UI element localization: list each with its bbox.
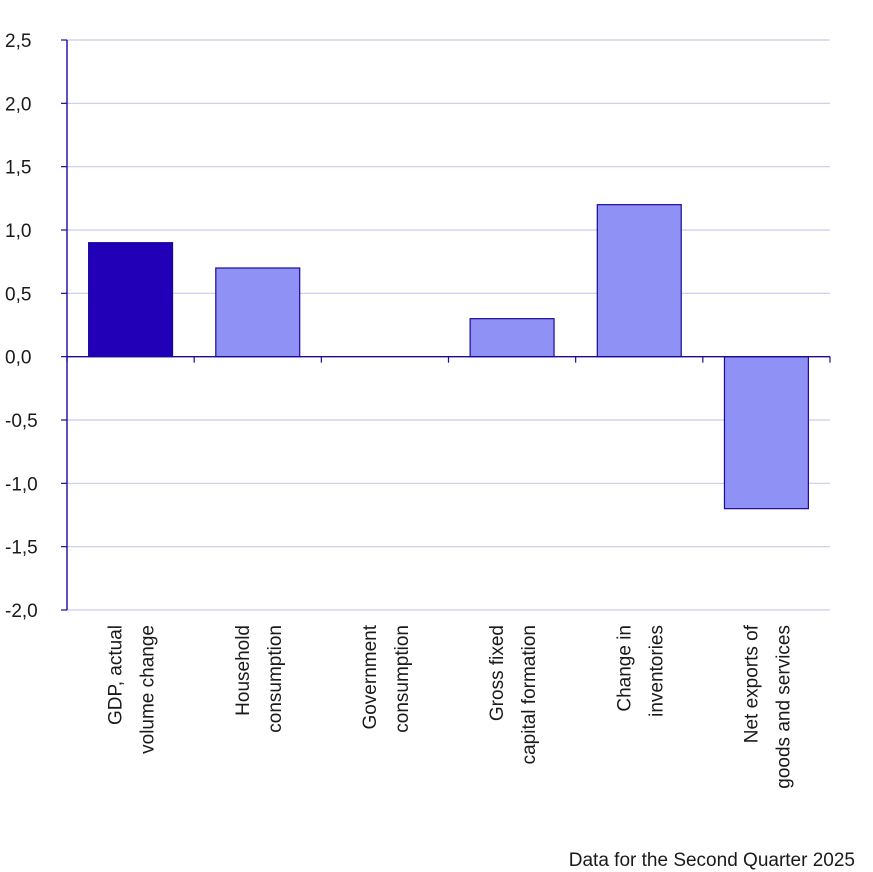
y-tick-label: 2,0 <box>5 94 31 115</box>
x-category-label: Government consumption <box>360 624 413 732</box>
x-category-label-line: Net exports of <box>741 624 762 743</box>
bar <box>723 356 809 510</box>
bar <box>88 242 174 358</box>
x-category-label: GDP, actual volume change <box>106 625 159 754</box>
bar <box>596 204 682 358</box>
x-category-label: Net exports of goods and services <box>741 624 794 788</box>
y-tick-label: -0,5 <box>5 411 38 432</box>
y-tick-label: 2,5 <box>5 31 31 52</box>
y-tick-label: 0,5 <box>5 284 31 305</box>
x-category-label: Gross fixed capital formation <box>487 625 540 764</box>
x-category-label-line: consumption <box>265 625 286 733</box>
y-tick-label: -2,0 <box>5 601 38 622</box>
x-category-label: Household consumption <box>233 625 286 733</box>
y-tick-label: 0,0 <box>5 348 31 369</box>
x-category-label-line: Government <box>360 624 381 729</box>
y-tick-label: 1,0 <box>5 221 31 242</box>
source-note: Data for the Second Quarter 2025 <box>569 850 855 871</box>
bar <box>469 318 555 358</box>
y-tick-label: 1,5 <box>5 158 31 179</box>
x-axis-category-labels: GDP, actual volume change Household consump… <box>106 624 795 788</box>
x-category-label-line: inventories <box>646 625 667 717</box>
x-category-label-line: consumption <box>392 625 413 733</box>
gridlines <box>67 39 830 611</box>
x-category-label-line: GDP, actual <box>106 625 127 725</box>
y-tick-label: -1,0 <box>5 474 38 495</box>
x-category-label-line: Household <box>233 625 254 716</box>
axes <box>61 39 831 611</box>
x-category-label: Change in inventories <box>614 625 667 717</box>
x-category-label-line: goods and services <box>773 625 794 789</box>
y-tick-label: -1,5 <box>5 538 38 559</box>
bars <box>88 204 809 510</box>
y-axis-tick-labels: 2,5 2,0 1,5 1,0 0,5 0,0 -0,5 -1,0 -1,5 -2,0 <box>5 31 38 622</box>
x-category-label-line: Gross fixed <box>487 625 508 721</box>
x-category-label-line: Change in <box>614 625 635 712</box>
x-category-label-line: volume change <box>138 625 159 754</box>
x-category-label-line: capital formation <box>519 625 540 764</box>
bar <box>215 267 301 358</box>
